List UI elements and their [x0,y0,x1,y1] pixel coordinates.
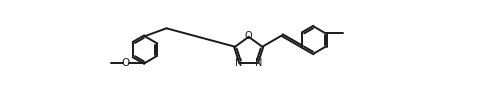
Text: O: O [122,58,130,68]
Text: N: N [255,58,262,68]
Text: O: O [245,31,253,41]
Text: N: N [235,58,242,68]
